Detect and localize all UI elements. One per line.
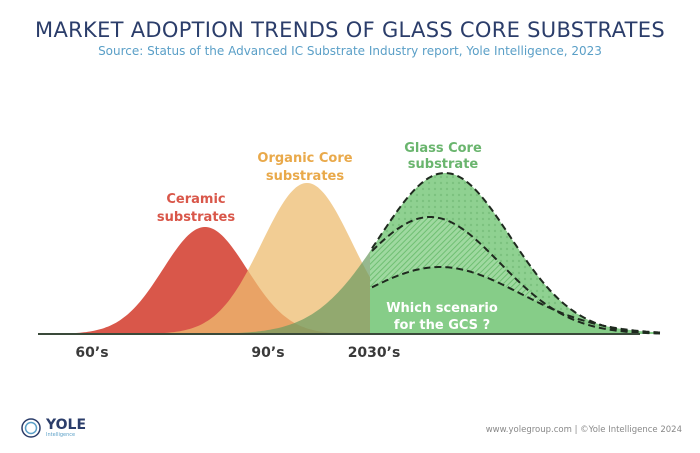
scenario-text-2: for the GCS ? <box>394 318 490 333</box>
footer-credit: www.yolegroup.com | ©Yole Intelligence 2… <box>485 425 682 435</box>
logo-text: YOLE <box>46 416 87 433</box>
yole-logo: YOLE Intelligence <box>20 417 86 439</box>
glass-early-curve <box>180 251 370 334</box>
ceramic-curve <box>40 227 400 334</box>
glass-scenario-low <box>370 267 660 334</box>
yole-logo-icon <box>21 418 41 438</box>
ceramic-label-2: substrates <box>157 210 235 225</box>
organic-label-1: Organic Core <box>257 151 352 166</box>
logo-sub: Intelligence <box>46 431 76 438</box>
ceramic-label-1: Ceramic <box>166 192 225 207</box>
glass-scenario-mid-line <box>371 216 661 335</box>
glass-scenario-low-line <box>371 266 661 334</box>
scenario-text-1: Which scenario <box>386 301 498 316</box>
glass-label-2: substrate <box>408 157 479 172</box>
glass-label-1: Glass Core <box>404 141 482 156</box>
subtitle: Source: Status of the Advanced IC Substr… <box>98 44 602 58</box>
organic-label-2: substrates <box>266 169 344 184</box>
axis-label-2030s: 2030’s <box>348 345 401 361</box>
page-title: MARKET ADOPTION TRENDS OF GLASS CORE SUB… <box>35 18 665 42</box>
axis-label-90s: 90’s <box>251 345 284 361</box>
axis-label-60s: 60’s <box>75 345 108 361</box>
